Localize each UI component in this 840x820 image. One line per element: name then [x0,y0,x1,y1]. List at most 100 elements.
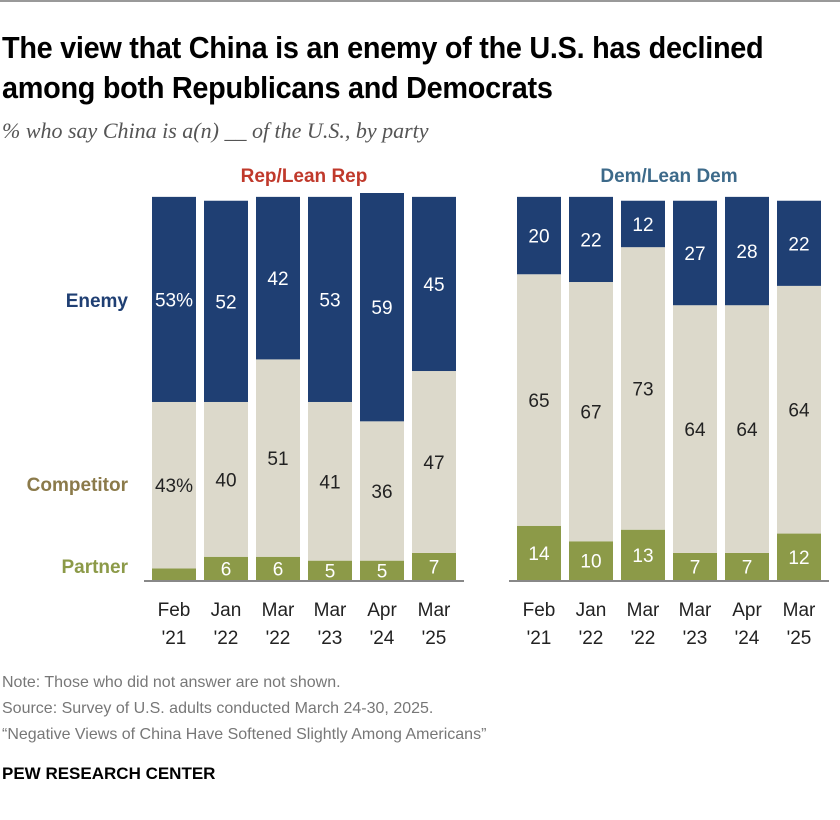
chart-title: The view that China is an enemy of the U… [2,30,764,105]
data-label: 64 [684,420,706,441]
top-rule [0,0,840,2]
data-label: 22 [580,230,601,251]
data-label: 47 [423,453,444,474]
source: Source: Survey of U.S. adults conducted … [2,700,434,717]
data-label: 5 [377,561,388,582]
data-label: 73 [632,379,653,400]
panel-title: Dem/Lean Dem [600,166,737,187]
data-label: 59 [371,298,392,319]
x-tick-label: '24 [370,628,395,649]
data-label: 6 [221,559,232,580]
x-tick-label: Feb [523,600,556,621]
note: Note: Those who did not answer are not s… [2,674,341,691]
data-label: 12 [788,548,809,569]
data-label: 53% [155,290,193,311]
x-tick-label: Mar [262,600,295,621]
data-label: 65 [528,391,549,412]
bar-segment-enemy [360,193,404,422]
x-tick-label: '25 [787,628,812,649]
data-label: 41 [319,472,340,493]
bar-segment-enemy [517,196,561,275]
data-label: 28 [736,242,757,263]
bar-segment-competitor [517,274,561,526]
bar-segment-enemy [673,200,717,306]
x-tick-label: Jan [576,600,607,621]
x-tick-label: '25 [422,628,447,649]
brand-logo: PEW RESEARCH CENTER [2,764,216,783]
data-label: 45 [423,275,444,296]
bar-segment-partner [673,552,717,580]
bar-segment-partner [256,556,300,580]
bar-segment-partner [412,552,456,580]
x-tick-label: '21 [527,628,552,649]
data-label: 13 [632,546,653,567]
x-tick-label: Feb [158,600,191,621]
data-label: 40 [215,470,236,491]
legend-label-partner: Partner [61,557,128,578]
bar-segment-competitor [204,401,248,557]
bar-segment-partner [517,525,561,580]
bar-segment-competitor [412,371,456,553]
x-tick-label: Mar [314,600,347,621]
bar-segment-enemy [725,196,769,306]
bar-segment-competitor [256,359,300,557]
data-label: 7 [742,557,753,578]
bar-segment-enemy [412,196,456,372]
data-label: 27 [684,244,705,265]
bar-segment-partner [308,560,352,580]
x-tick-label: '22 [579,628,604,649]
x-tick-label: '22 [214,628,239,649]
data-label: 43% [155,476,193,497]
x-tick-label: Mar [627,600,660,621]
bar-segment-enemy [308,196,352,402]
report-title: “Negative Views of China Have Softened S… [2,726,487,743]
bar-segment-enemy [621,200,665,248]
bar-segment-partner [621,529,665,580]
bar-segment-partner [725,552,769,580]
bar-segment-partner [777,533,821,580]
bar-segment-enemy [777,200,821,286]
x-tick-label: Jan [211,600,242,621]
bar-segment-competitor [569,282,613,542]
panel-title: Rep/Lean Rep [241,166,368,187]
bar-segment-partner [569,541,613,580]
data-label: 6 [273,559,284,580]
data-label: 5 [325,561,336,582]
x-tick-label: '21 [162,628,187,649]
x-tick-label: '24 [735,628,760,649]
data-label: 64 [736,420,758,441]
bar-segment-enemy [152,196,196,402]
bar-segment-partner [360,560,404,580]
data-label: 51 [267,449,288,470]
bar-segment-competitor [360,421,404,561]
data-label: 52 [215,292,236,313]
bar-segment-partner [204,556,248,580]
bar-segment-competitor [621,247,665,530]
data-label: 12 [632,215,653,236]
x-tick-label: Mar [418,600,451,621]
bar-segment-partner [152,568,196,580]
data-label: 64 [788,401,810,422]
x-tick-label: '23 [683,628,708,649]
data-label: 7 [429,557,440,578]
bar-segment-competitor [673,305,717,553]
data-label: 22 [788,234,809,255]
x-tick-label: '22 [266,628,291,649]
data-label: 20 [528,227,549,248]
data-label: 10 [580,552,601,573]
data-label: 7 [690,557,701,578]
bar-segment-competitor [308,401,352,561]
data-label: 53 [319,290,340,311]
bar-segment-competitor [152,401,196,569]
data-label: 67 [580,403,601,424]
data-label: 14 [528,544,550,565]
data-label: 36 [371,482,392,503]
bar-segment-competitor [777,285,821,534]
x-tick-label: '22 [631,628,656,649]
chart-subtitle: % who say China is a(n) __ of the U.S., … [2,118,429,143]
bar-segment-enemy [256,196,300,360]
data-label: 42 [267,269,288,290]
bar-segment-enemy [204,200,248,402]
